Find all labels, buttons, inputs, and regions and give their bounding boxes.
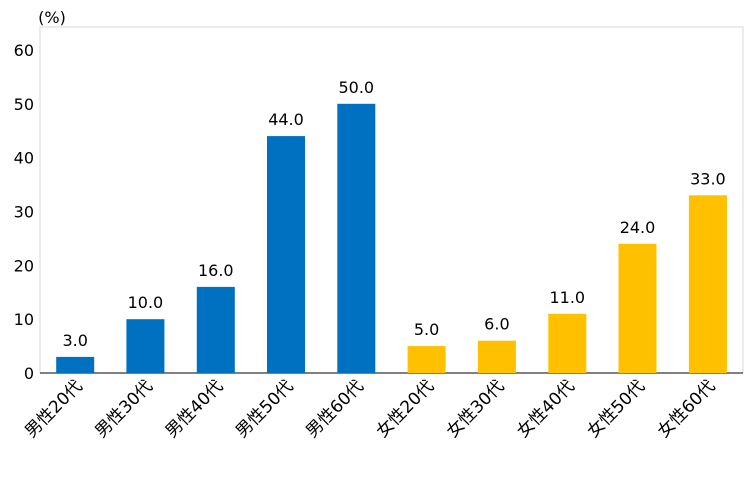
y-tick-label: 20 [14,256,34,275]
bar-series [56,103,727,374]
data-label: 6.0 [484,315,509,334]
y-tick-label: 60 [14,41,34,60]
bar [56,356,95,373]
data-label: 16.0 [198,261,234,280]
y-tick-label: 30 [14,203,34,222]
data-label: 3.0 [62,331,87,350]
y-axis: 0 10 20 30 40 50 60 [14,41,34,383]
bar [337,103,376,374]
y-tick-label: 0 [24,364,34,383]
y-unit-label: (%) [38,8,66,27]
bar [477,340,516,373]
bar [548,313,587,373]
data-label: 10.0 [128,293,164,312]
y-tick-label: 40 [14,149,34,168]
y-tick-label: 50 [14,95,34,114]
data-label: 33.0 [690,169,726,188]
bar [196,286,235,373]
bar [267,136,305,373]
data-label: 11.0 [549,288,585,307]
data-label: 24.0 [620,218,656,237]
y-tick-label: 10 [14,310,34,329]
bar [126,319,165,373]
bar [618,243,657,373]
data-label: 44.0 [268,110,304,129]
bar [688,195,727,373]
data-label: 5.0 [414,320,439,339]
data-labels: 3.0 10.0 16.0 44.0 50.0 5.0 6.0 11.0 24.0 33.0 [62,78,725,350]
data-label: 50.0 [338,78,374,97]
bar [407,346,446,373]
